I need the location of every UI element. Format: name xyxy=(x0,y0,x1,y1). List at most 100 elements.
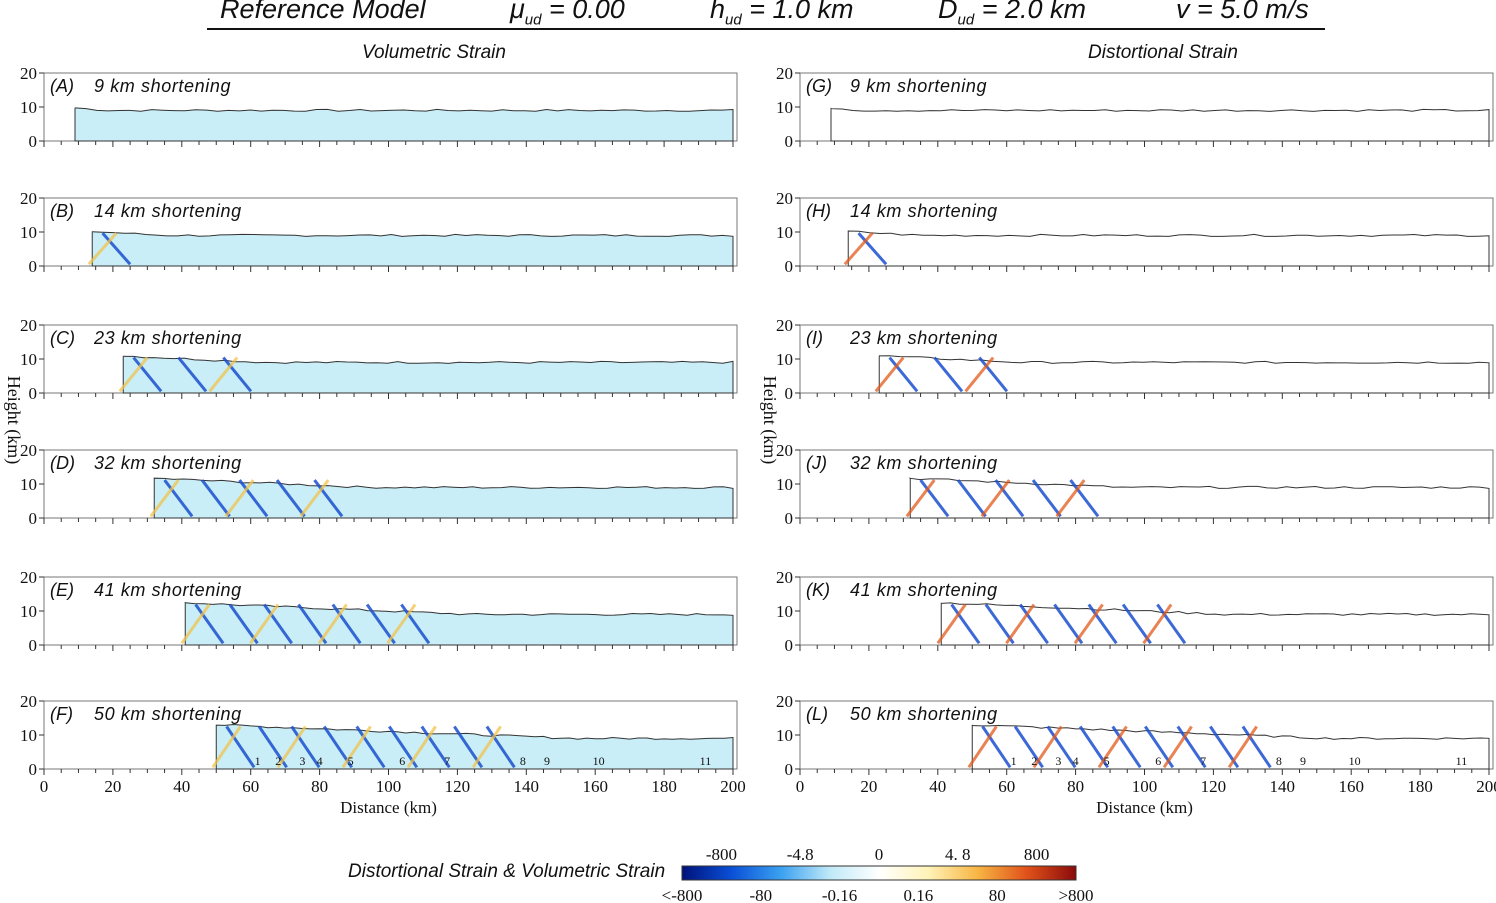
shear-band-positive xyxy=(224,479,255,518)
shear-band-negative xyxy=(355,725,386,769)
shear-band-negative xyxy=(228,603,259,645)
panel-c: 0 10 20 (C) 23 km shortening xyxy=(20,316,738,403)
shear-band-negative xyxy=(400,603,431,645)
fault-number-label: 11 xyxy=(1456,754,1468,768)
shear-band-positive xyxy=(276,725,307,769)
header-mu: μud = 0.00 xyxy=(510,0,625,29)
shear-band-negative xyxy=(933,356,964,393)
fault-number-label: 9 xyxy=(1300,754,1306,768)
shear-band-positive xyxy=(87,232,118,266)
shear-band-negative xyxy=(950,603,981,645)
shear-band-negative xyxy=(222,356,253,393)
y-tick-label: 10 xyxy=(20,726,37,745)
colorbar-top-label: 800 xyxy=(1024,845,1050,864)
shear-band-positive xyxy=(1142,603,1173,645)
y-tick-label: 0 xyxy=(785,257,794,276)
colorbar-bottom-label: <-800 xyxy=(662,886,703,903)
shear-band-negative xyxy=(978,356,1009,393)
shear-band-positive xyxy=(386,603,417,645)
fault-number-label: 8 xyxy=(1276,754,1282,768)
shear-band-positive xyxy=(208,356,239,393)
fault-number-label: 3 xyxy=(299,754,305,768)
wedge-body xyxy=(847,230,1490,267)
x-tick-label: 160 xyxy=(1338,777,1364,796)
panel-title: 14 km shortening xyxy=(850,201,998,221)
x-tick-label: 180 xyxy=(1407,777,1433,796)
y-tick-label: 0 xyxy=(29,257,38,276)
panel-label: (B) xyxy=(50,201,74,221)
shear-band-negative xyxy=(313,479,344,518)
shear-band-positive xyxy=(967,725,998,769)
x-tick-label: 200 xyxy=(720,777,746,796)
shear-band-negative xyxy=(262,603,293,645)
panel-label: (I) xyxy=(806,328,823,348)
fault-number-label: 6 xyxy=(399,754,405,768)
shear-band-positive xyxy=(149,479,180,518)
x-axis-label: Distance (km) xyxy=(1096,798,1193,817)
x-tick-label: 60 xyxy=(242,777,259,796)
fault-number-label: 6 xyxy=(1155,754,1161,768)
y-tick-label: 20 xyxy=(20,568,37,587)
x-tick-label: 140 xyxy=(1270,777,1296,796)
y-tick-label: 20 xyxy=(776,64,793,83)
x-tick-label: 0 xyxy=(796,777,805,796)
shear-band-positive xyxy=(1055,479,1086,518)
y-tick-label: 0 xyxy=(29,760,38,779)
panel-title: 41 km shortening xyxy=(94,580,242,600)
x-tick-label: 80 xyxy=(1067,777,1084,796)
y-tick-label: 0 xyxy=(785,760,794,779)
panel-d: 0 10 20 (D) 32 km shortening xyxy=(20,441,738,528)
shear-band-negative xyxy=(888,356,919,393)
y-tick-label: 20 xyxy=(20,441,37,460)
y-tick-label: 20 xyxy=(776,568,793,587)
fault-number-label: 5 xyxy=(1104,754,1110,768)
shear-band-negative xyxy=(1087,603,1118,645)
shear-band-positive xyxy=(843,232,874,266)
panel-title: 32 km shortening xyxy=(850,453,998,473)
x-tick-label: 200 xyxy=(1476,777,1496,796)
shear-band-negative xyxy=(857,232,888,266)
fault-number-label: 7 xyxy=(444,754,450,768)
x-axis-label: Distance (km) xyxy=(340,798,437,817)
x-tick-label: 20 xyxy=(104,777,121,796)
shear-band-negative xyxy=(1241,725,1272,769)
x-tick-label: 60 xyxy=(998,777,1015,796)
right-column-title: Distortional Strain xyxy=(1088,42,1238,63)
shear-band-negative xyxy=(225,725,256,769)
shear-band-positive xyxy=(1162,725,1193,769)
header-d: Dud = 2.0 km xyxy=(938,0,1086,29)
y-tick-label: 10 xyxy=(776,602,793,621)
panel-e: 0 10 20 (E) 41 km shortening xyxy=(20,568,738,655)
shear-band-negative xyxy=(981,725,1012,769)
y-tick-label: 10 xyxy=(20,223,37,242)
panel-title: 9 km shortening xyxy=(94,76,231,96)
shear-band-positive xyxy=(341,725,372,769)
fault-number-label: 7 xyxy=(1200,754,1206,768)
fault-number-label: 9 xyxy=(544,754,550,768)
wedge-body xyxy=(830,107,1490,142)
x-tick-label: 80 xyxy=(311,777,328,796)
shear-band-negative xyxy=(994,479,1025,518)
shear-band-negative xyxy=(101,232,132,266)
x-tick-label: 180 xyxy=(651,777,677,796)
colorbar-title: Distortional Strain & Volumetric Strain xyxy=(348,861,666,882)
shear-band-negative xyxy=(194,603,225,645)
fault-number-label: 1 xyxy=(1011,754,1017,768)
panel-label: (F) xyxy=(50,704,73,724)
panel-label: (A) xyxy=(50,76,74,96)
y-tick-label: 20 xyxy=(776,316,793,335)
wedge-body xyxy=(878,355,1490,394)
shear-band-positive xyxy=(964,356,995,393)
panel-label: (G) xyxy=(806,76,832,96)
panel-i: 0 10 20 (I) 23 km shortening xyxy=(776,316,1494,403)
shear-band-positive xyxy=(249,603,280,645)
panel-title: 41 km shortening xyxy=(850,580,998,600)
panel-label: (D) xyxy=(50,453,75,473)
shear-band-positive xyxy=(1032,725,1063,769)
header-model: Reference Model xyxy=(220,0,426,24)
panel-title: 32 km shortening xyxy=(94,453,242,473)
wedge-body xyxy=(91,231,734,267)
y-tick-label: 10 xyxy=(776,98,793,117)
panel-f: 0 10 20 (F) 50 km shortening 0 20 40 60 80 100 120 1… xyxy=(20,692,746,817)
panel-label: (C) xyxy=(50,328,75,348)
